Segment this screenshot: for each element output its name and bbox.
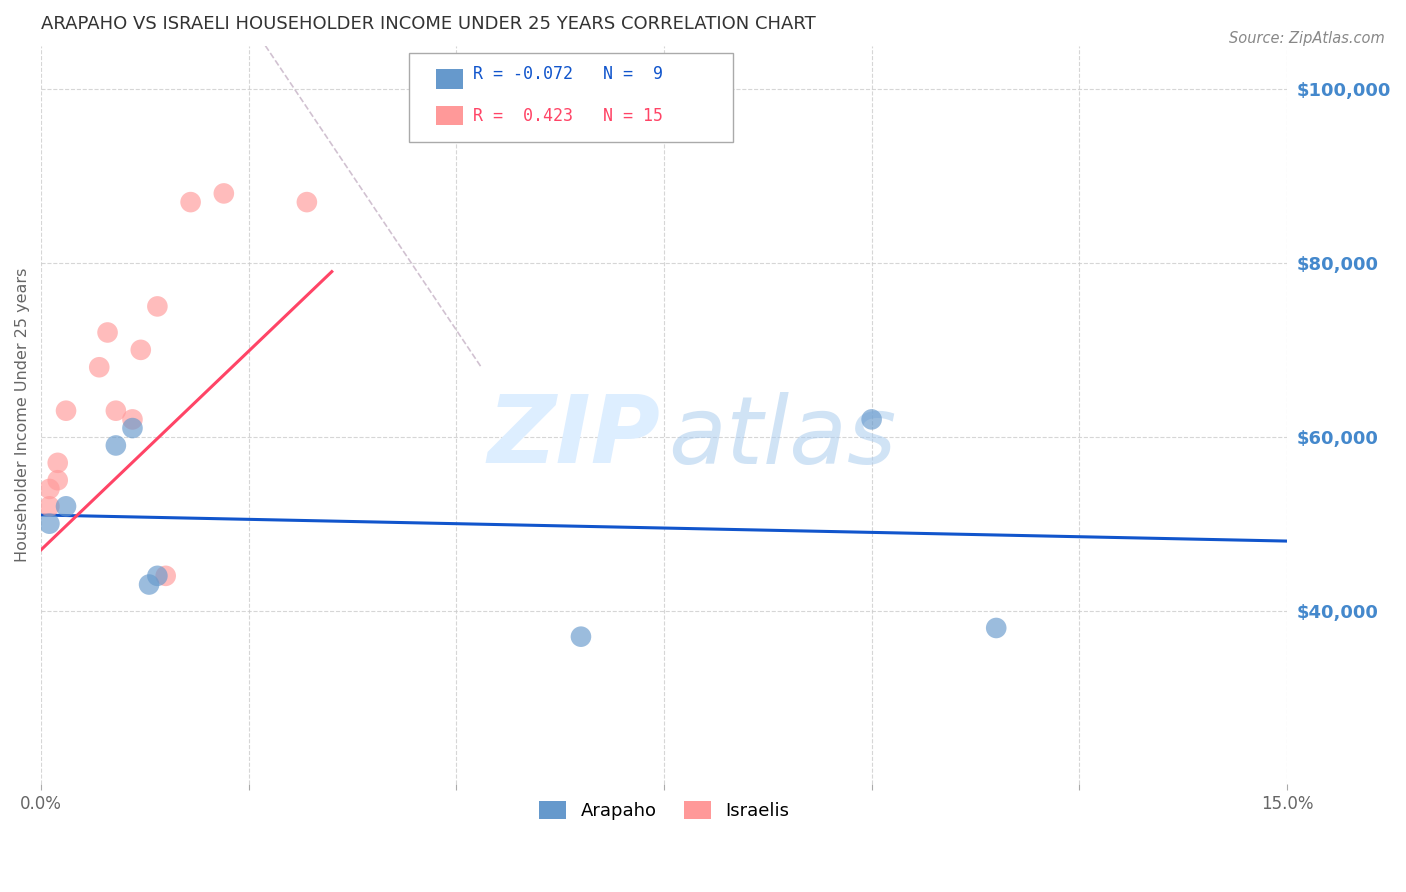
Point (121, 421, 143, 435)
Point (155, 569, 177, 583)
Point (55, 403, 77, 417)
FancyBboxPatch shape (436, 70, 464, 88)
Text: Source: ZipAtlas.com: Source: ZipAtlas.com (1229, 31, 1385, 46)
Point (96, 326, 118, 340)
Point (104, 438, 127, 452)
Point (295, 195, 318, 210)
Point (38, 482, 60, 496)
Point (55, 500, 77, 514)
Text: R = -0.072   N =  9: R = -0.072 N = 9 (474, 65, 664, 83)
Point (129, 343, 152, 357)
Text: ARAPAHO VS ISRAELI HOUSEHOLDER INCOME UNDER 25 YEARS CORRELATION CHART: ARAPAHO VS ISRAELI HOUSEHOLDER INCOME UN… (41, 15, 815, 33)
Point (986, 621, 1008, 635)
Point (121, 412, 143, 426)
Point (38, 500, 60, 514)
Point (860, 412, 883, 426)
Point (146, 300, 169, 314)
Point (569, 630, 592, 644)
Point (180, 195, 202, 210)
Legend: Arapaho, Israelis: Arapaho, Israelis (531, 793, 796, 827)
Y-axis label: Householder Income Under 25 years: Householder Income Under 25 years (15, 268, 30, 562)
Point (38, 516, 60, 531)
Point (46, 456, 69, 470)
Point (89, 360, 111, 375)
Point (138, 577, 160, 591)
Point (146, 569, 169, 583)
FancyBboxPatch shape (436, 106, 464, 126)
Text: atlas: atlas (668, 392, 896, 483)
Point (46, 473, 69, 487)
Point (104, 403, 127, 417)
Text: R =  0.423   N = 15: R = 0.423 N = 15 (474, 107, 664, 125)
Text: ZIP: ZIP (488, 392, 661, 483)
FancyBboxPatch shape (409, 53, 733, 142)
Point (212, 186, 235, 201)
